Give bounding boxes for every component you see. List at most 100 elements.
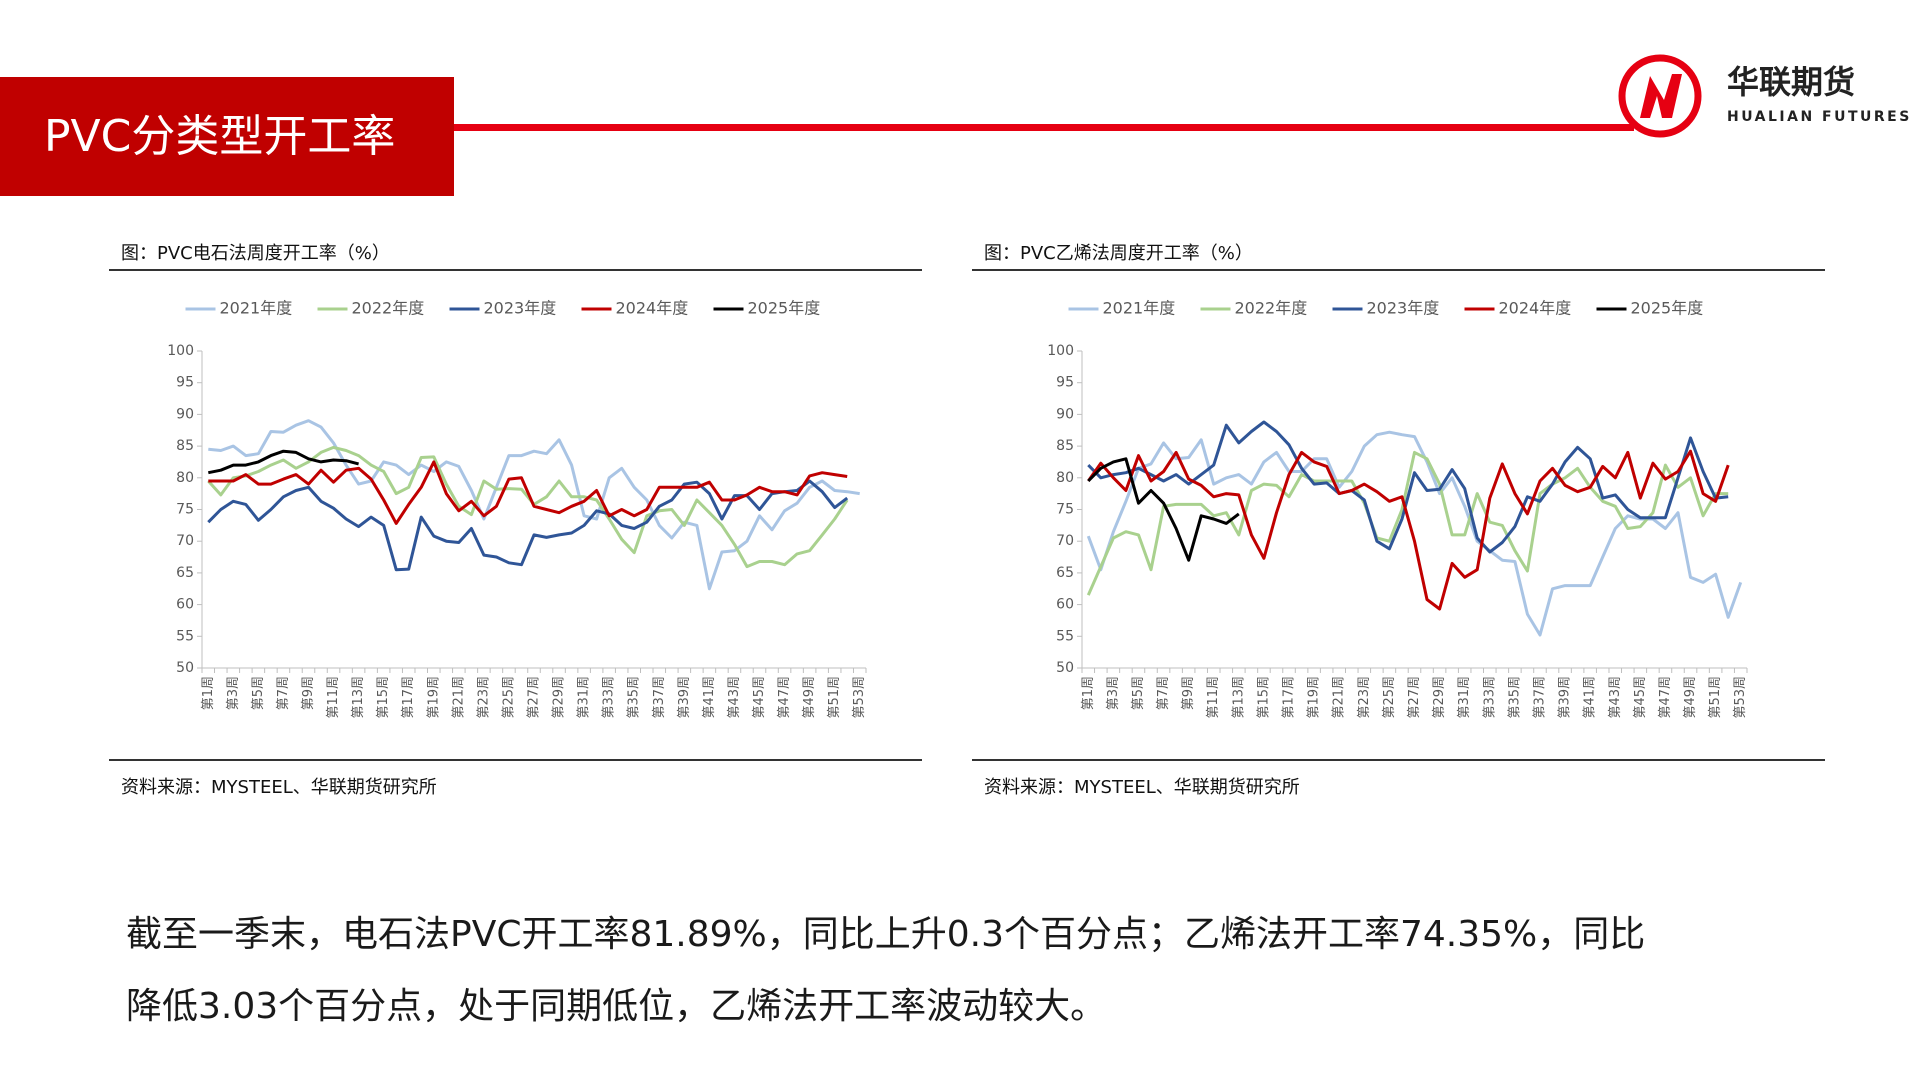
x-tick-label: 第5周 <box>251 676 266 710</box>
title-rule <box>454 124 1634 131</box>
chart-title: 图：PVC电石法周度开工率（%） <box>121 243 390 264</box>
y-tick-label: 80 <box>1056 470 1074 486</box>
y-tick-label: 80 <box>176 470 194 486</box>
y-tick-label: 55 <box>176 628 194 644</box>
series-line <box>1087 420 1729 554</box>
chart-title: 图：PVC乙烯法周度开工率（%） <box>984 243 1253 264</box>
y-tick-label: 60 <box>1056 597 1074 613</box>
y-tick-label: 70 <box>176 533 194 549</box>
series-line <box>208 460 848 525</box>
x-tick-label: 第39周 <box>677 676 692 719</box>
x-tick-label: 第3周 <box>226 676 241 710</box>
x-tick-label: 第9周 <box>301 676 316 710</box>
x-tick-label: 第23周 <box>476 676 491 719</box>
x-tick-label: 第21周 <box>1332 676 1347 719</box>
y-tick-label: 90 <box>176 406 194 422</box>
legend-label: 2021年度 <box>220 299 293 318</box>
x-tick-label: 第19周 <box>426 676 441 719</box>
y-tick-label: 65 <box>1056 565 1074 581</box>
series-line <box>207 445 849 569</box>
x-tick-label: 第13周 <box>351 676 366 719</box>
x-tick-label: 第1周 <box>1081 676 1096 710</box>
x-tick-label: 第33周 <box>602 676 617 719</box>
y-tick-label: 90 <box>1056 406 1074 422</box>
x-tick-label: 第41周 <box>702 676 717 719</box>
title-band <box>0 77 454 196</box>
x-tick-label: 第29周 <box>1432 676 1447 719</box>
x-tick-label: 第11周 <box>326 676 341 719</box>
y-tick-label: 85 <box>176 438 194 454</box>
x-tick-label: 第51周 <box>1708 676 1723 719</box>
x-tick-label: 第35周 <box>1507 676 1522 719</box>
legend-label: 2024年度 <box>1499 299 1572 318</box>
x-tick-label: 第49周 <box>802 676 817 719</box>
y-tick-label: 50 <box>176 660 194 676</box>
x-tick-label: 第3周 <box>1106 676 1121 710</box>
x-tick-label: 第43周 <box>727 676 742 719</box>
x-tick-label: 第33周 <box>1482 676 1497 719</box>
y-tick-label: 85 <box>1056 438 1074 454</box>
y-tick-label: 60 <box>176 597 194 613</box>
x-tick-label: 第47周 <box>1658 676 1673 719</box>
x-tick-label: 第25周 <box>501 676 516 719</box>
y-tick-label: 95 <box>176 375 194 391</box>
logo-cn: 华联期货 <box>1727 63 1855 101</box>
chart-source: 资料来源：MYSTEEL、华联期货研究所 <box>984 777 1300 798</box>
body-line: 降低3.03个百分点，处于同期低位，乙烯法开工率波动较大。 <box>126 986 1107 1027</box>
y-tick-label: 70 <box>1056 533 1074 549</box>
x-tick-label: 第29周 <box>552 676 567 719</box>
legend-label: 2021年度 <box>1103 299 1176 318</box>
legend-label: 2022年度 <box>352 299 425 318</box>
series-line <box>208 449 359 475</box>
x-tick-label: 第41周 <box>1583 676 1598 719</box>
x-tick-label: 第17周 <box>401 676 416 719</box>
x-tick-label: 第35周 <box>627 676 642 719</box>
x-tick-label: 第19周 <box>1307 676 1322 719</box>
series-line <box>208 419 860 591</box>
y-tick-label: 75 <box>1056 502 1074 518</box>
x-tick-label: 第37周 <box>652 676 667 719</box>
x-tick-label: 第7周 <box>276 676 291 710</box>
y-tick-label: 100 <box>167 343 194 359</box>
legend-label: 2023年度 <box>1367 299 1440 318</box>
x-tick-label: 第27周 <box>527 676 542 719</box>
x-tick-label: 第45周 <box>752 676 767 719</box>
x-tick-label: 第21周 <box>451 676 466 719</box>
x-tick-label: 第45周 <box>1633 676 1648 719</box>
y-tick-label: 95 <box>1056 375 1074 391</box>
legend-label: 2025年度 <box>748 299 821 318</box>
x-tick-label: 第15周 <box>376 676 391 719</box>
x-tick-label: 第31周 <box>1457 676 1472 719</box>
x-tick-label: 第13周 <box>1231 676 1246 719</box>
x-tick-label: 第37周 <box>1532 676 1547 719</box>
x-tick-label: 第47周 <box>777 676 792 719</box>
x-tick-label: 第1周 <box>201 676 216 710</box>
x-tick-label: 第49周 <box>1683 676 1698 719</box>
y-tick-label: 100 <box>1047 343 1074 359</box>
slide-title: PVC分类型开工率 <box>44 111 395 162</box>
legend-label: 2024年度 <box>616 299 689 318</box>
x-tick-label: 第43周 <box>1608 676 1623 719</box>
series-line <box>1087 457 1240 562</box>
x-tick-label: 第25周 <box>1382 676 1397 719</box>
x-tick-label: 第11周 <box>1206 676 1221 719</box>
series-line <box>207 479 849 572</box>
chart-source: 资料来源：MYSTEEL、华联期货研究所 <box>121 777 437 798</box>
x-tick-label: 第7周 <box>1156 676 1171 710</box>
x-tick-label: 第53周 <box>852 676 867 719</box>
x-tick-label: 第23周 <box>1357 676 1372 719</box>
legend-label: 2022年度 <box>1235 299 1308 318</box>
logo-en: HUALIAN FUTURES <box>1727 109 1912 125</box>
logo: 华联期货 HUALIAN FUTURES <box>1618 54 1912 138</box>
x-tick-label: 第31周 <box>577 676 592 719</box>
x-tick-label: 第53周 <box>1733 676 1748 719</box>
x-tick-label: 第51周 <box>827 676 842 719</box>
x-tick-label: 第9周 <box>1181 676 1196 710</box>
y-tick-label: 75 <box>176 502 194 518</box>
x-tick-label: 第5周 <box>1131 676 1146 710</box>
x-tick-label: 第15周 <box>1256 676 1271 719</box>
x-tick-label: 第27周 <box>1407 676 1422 719</box>
y-tick-label: 55 <box>1056 628 1074 644</box>
